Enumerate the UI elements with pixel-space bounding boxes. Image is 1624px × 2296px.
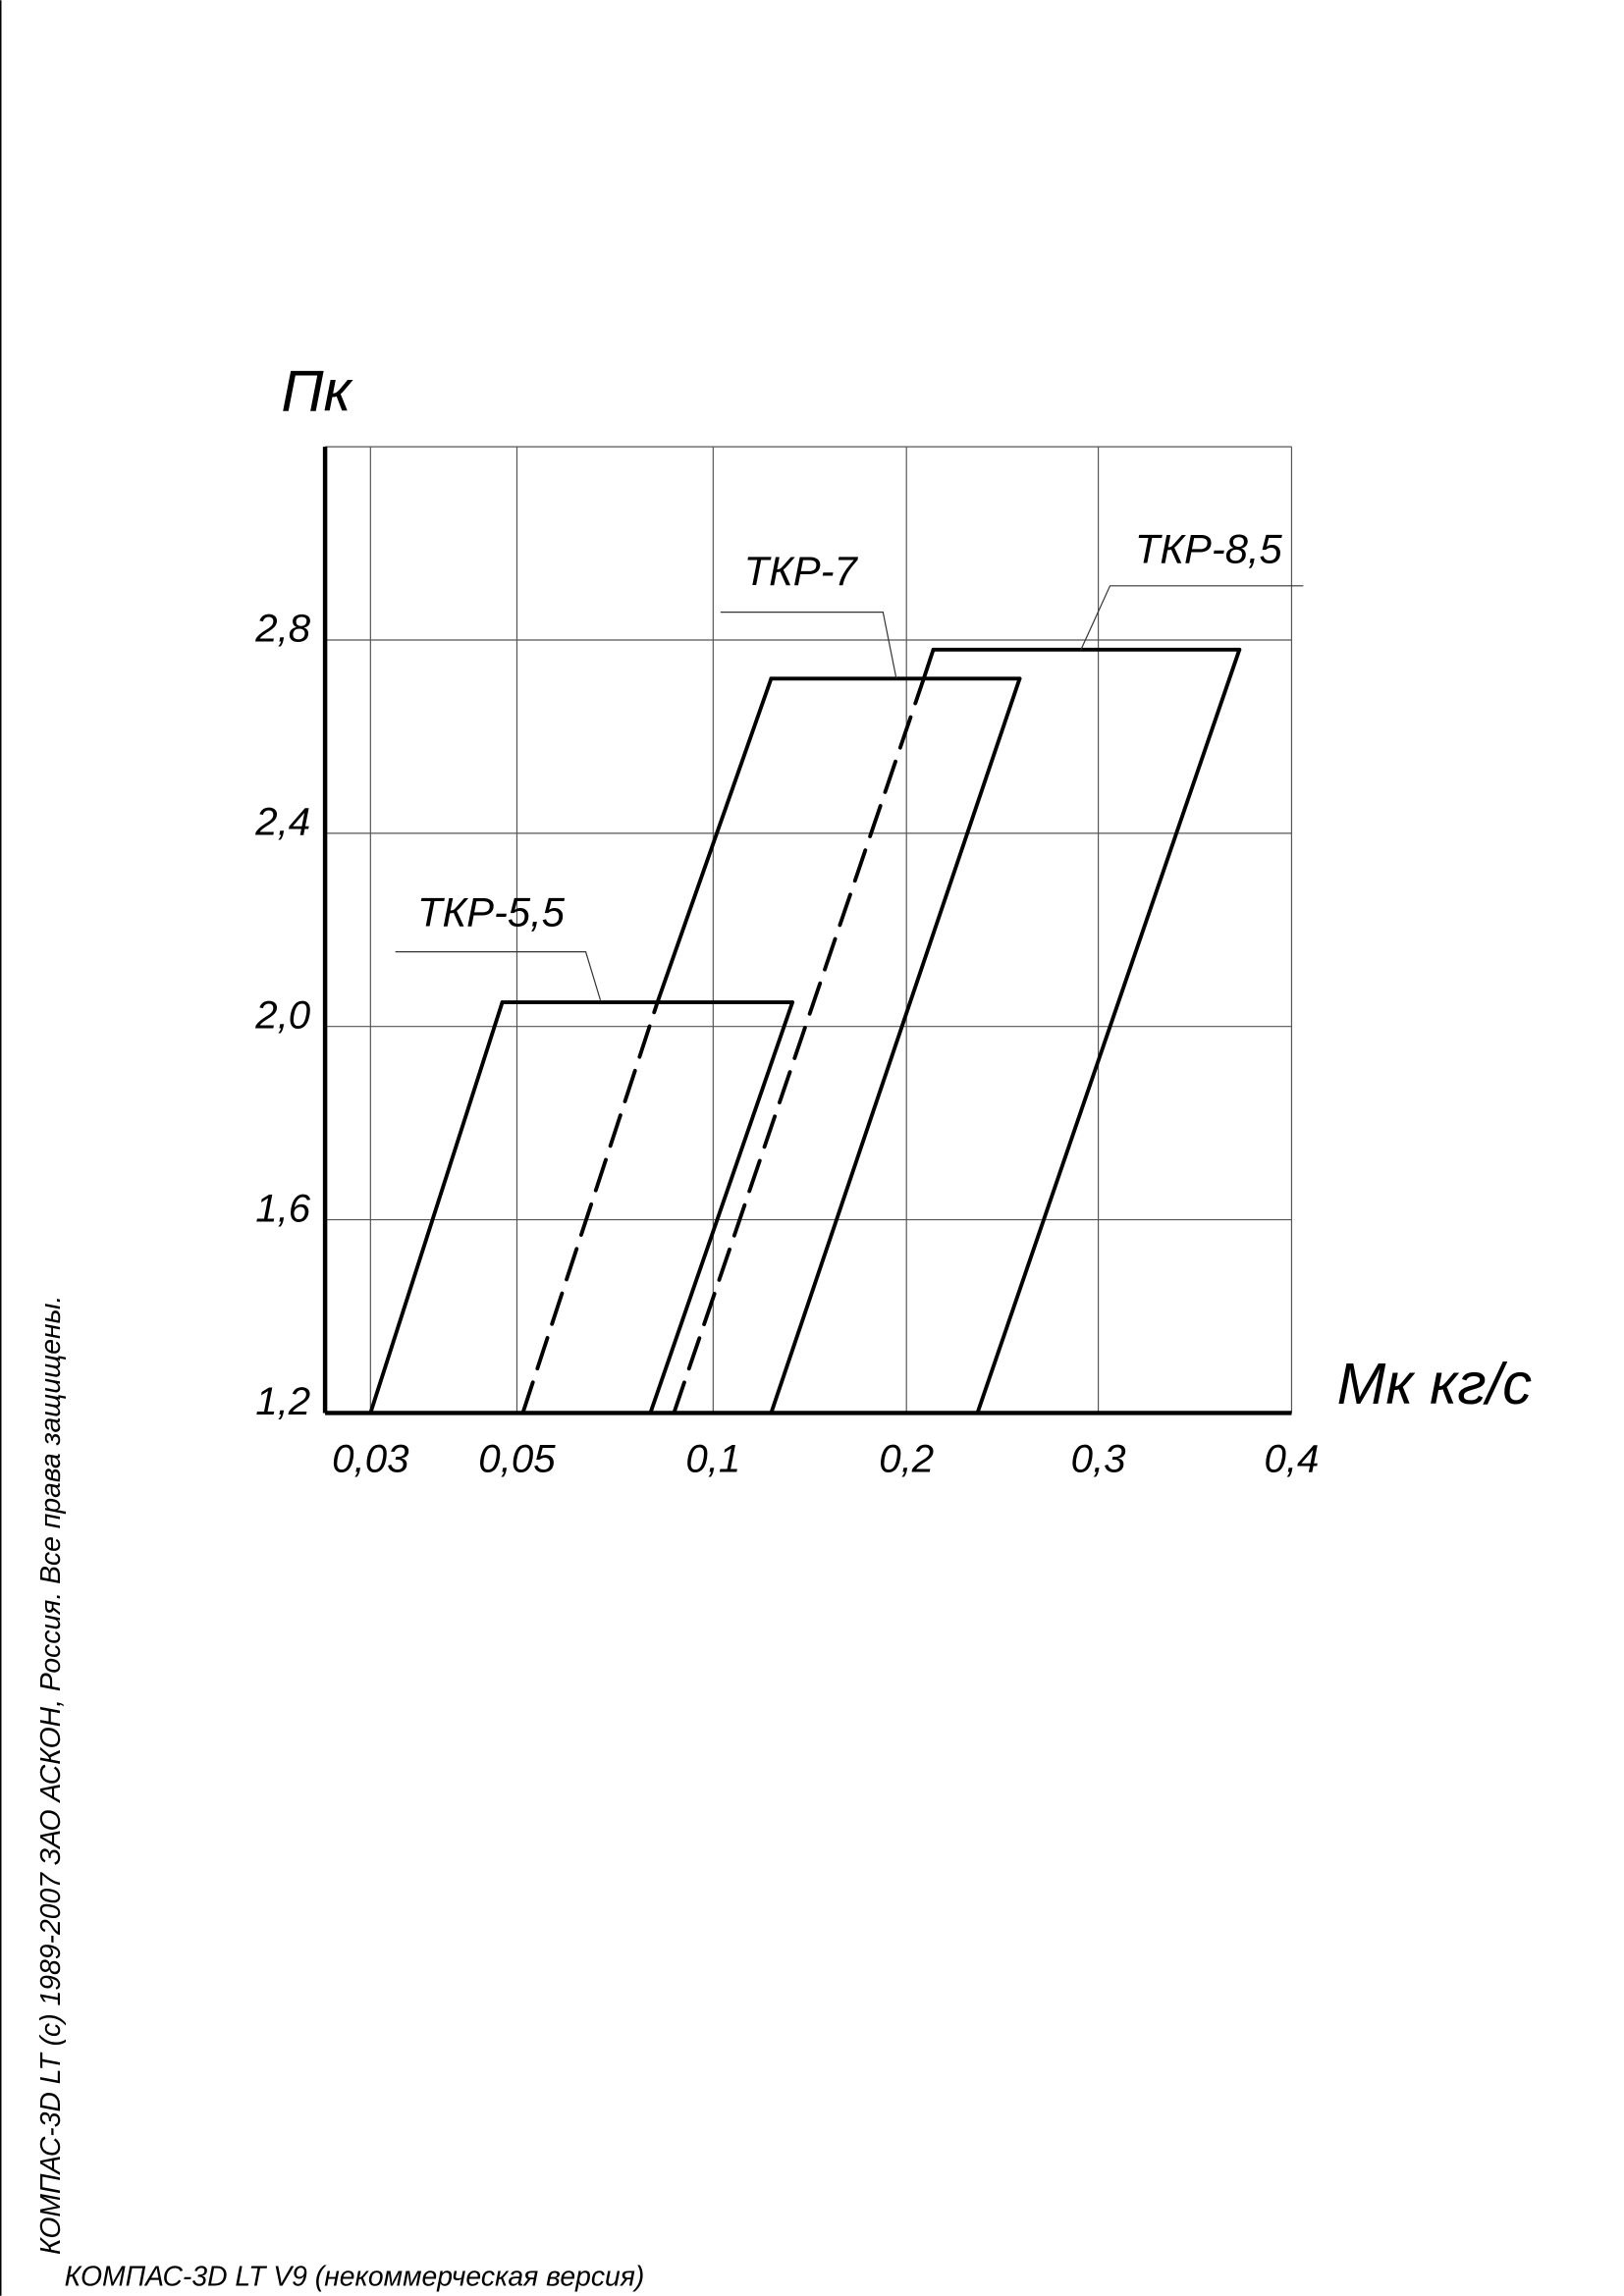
series-label: ТКР-5,5 [417,888,566,934]
x-tick-label: 0,1 [685,1436,740,1480]
series-edge [769,676,1022,1415]
y-tick-label: 2,8 [254,607,311,651]
x-tick-label: 0,4 [1264,1436,1319,1480]
series-label: ТКР-8,5 [1135,526,1283,572]
series-edge [648,1000,794,1415]
y-tick-label: 2,4 [254,800,310,844]
y-tick-label: 2,0 [254,992,311,1037]
watermark-bottom: КОМПАС-3D LT V9 (некоммерческая версия) [65,2261,645,2292]
leader-line [395,951,602,1001]
leader-line [720,612,897,678]
series-label: ТКР-7 [744,548,859,594]
series-edge [975,647,1242,1415]
x-tick-label: 0,2 [879,1436,934,1480]
y-tick-label: 1,6 [255,1186,311,1230]
series-edge [921,647,936,681]
series-edge [368,1000,505,1415]
series-edge [672,676,926,1415]
x-tick-label: 0,05 [478,1436,556,1480]
y-tick-label: 1,2 [255,1379,310,1423]
series-edge [655,676,774,1005]
series-edge [520,1000,660,1415]
y-axis-label: Пк [281,358,353,424]
watermark-side: КОМПАС-3D LT (c) 1989-2007 ЗАО АСКОН, Ро… [35,1296,67,2255]
x-axis-label: Mк кг/с [1337,1351,1533,1416]
x-tick-label: 0,3 [1071,1436,1127,1480]
x-tick-label: 0,03 [332,1436,409,1480]
leader-line [1080,585,1304,651]
